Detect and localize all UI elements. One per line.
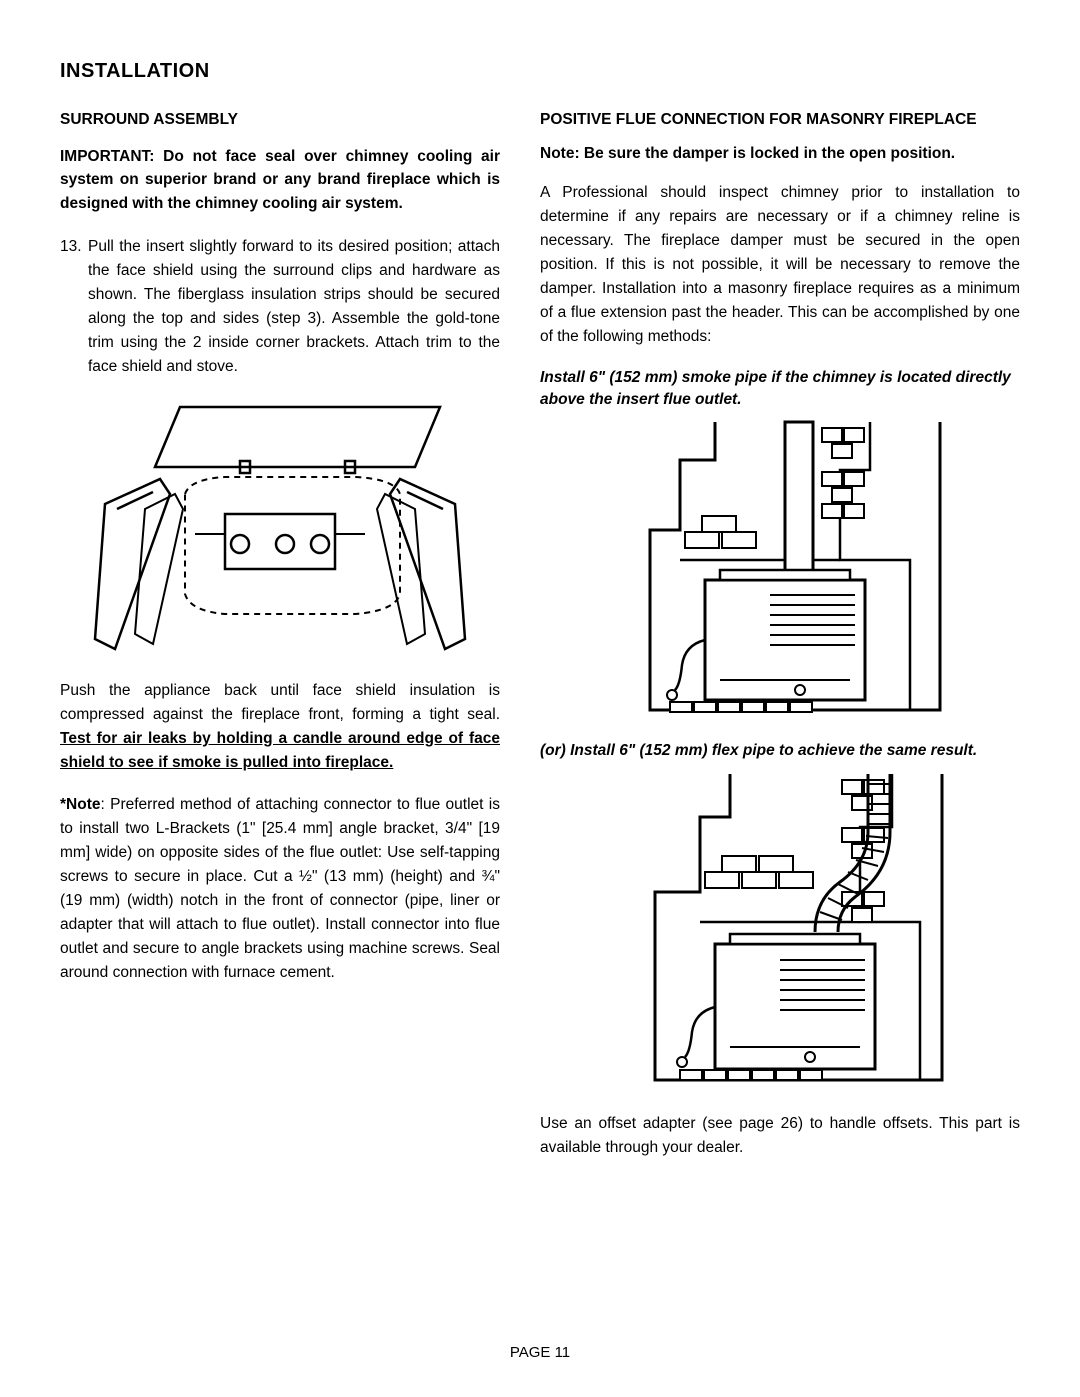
note-text: : Preferred method of attaching connecto… — [60, 796, 500, 981]
offset-paragraph: Use an offset adapter (see page 26) to h… — [540, 1112, 1020, 1160]
caption-smoke-pipe: Install 6" (152 mm) smoke pipe if the ch… — [540, 367, 1020, 410]
note-paragraph: *Note: Preferred method of attaching con… — [60, 793, 500, 985]
page-number: PAGE 11 — [0, 1344, 1080, 1361]
two-column-layout: SURROUND ASSEMBLY IMPORTANT: Do not face… — [60, 111, 1020, 1178]
important-note: IMPORTANT: Do not face seal over chimney… — [60, 145, 500, 215]
right-column: POSITIVE FLUE CONNECTION FOR MASONRY FIR… — [540, 111, 1020, 1178]
flex-pipe-diagram — [610, 772, 950, 1092]
push-paragraph: Push the appliance back until face shiel… — [60, 679, 500, 775]
smoke-pipe-diagram — [610, 420, 950, 720]
figure-surround-assembly — [60, 399, 500, 659]
note-label: *Note — [60, 796, 100, 813]
damper-note: Note: Be sure the damper is locked in th… — [540, 145, 1020, 163]
surround-assembly-heading: SURROUND ASSEMBLY — [60, 111, 500, 129]
step-13: 13. Pull the insert slightly forward to … — [60, 235, 500, 379]
figure-flex-pipe — [540, 772, 1020, 1092]
push-text-a: Push the appliance back until face shiel… — [60, 682, 500, 723]
step-number: 13. — [60, 235, 88, 379]
caption-flex-pipe: (or) Install 6" (152 mm) flex pipe to ac… — [540, 740, 1020, 762]
flue-intro: A Professional should inspect chimney pr… — [540, 181, 1020, 349]
step-text: Pull the insert slightly forward to its … — [88, 235, 500, 379]
page-title: INSTALLATION — [60, 60, 1020, 83]
push-text-b: Test for air leaks by holding a candle a… — [60, 730, 500, 771]
figure-smoke-pipe — [540, 420, 1020, 720]
surround-assembly-diagram — [75, 399, 485, 659]
flue-heading: POSITIVE FLUE CONNECTION FOR MASONRY FIR… — [540, 111, 1020, 129]
left-column: SURROUND ASSEMBLY IMPORTANT: Do not face… — [60, 111, 500, 1178]
